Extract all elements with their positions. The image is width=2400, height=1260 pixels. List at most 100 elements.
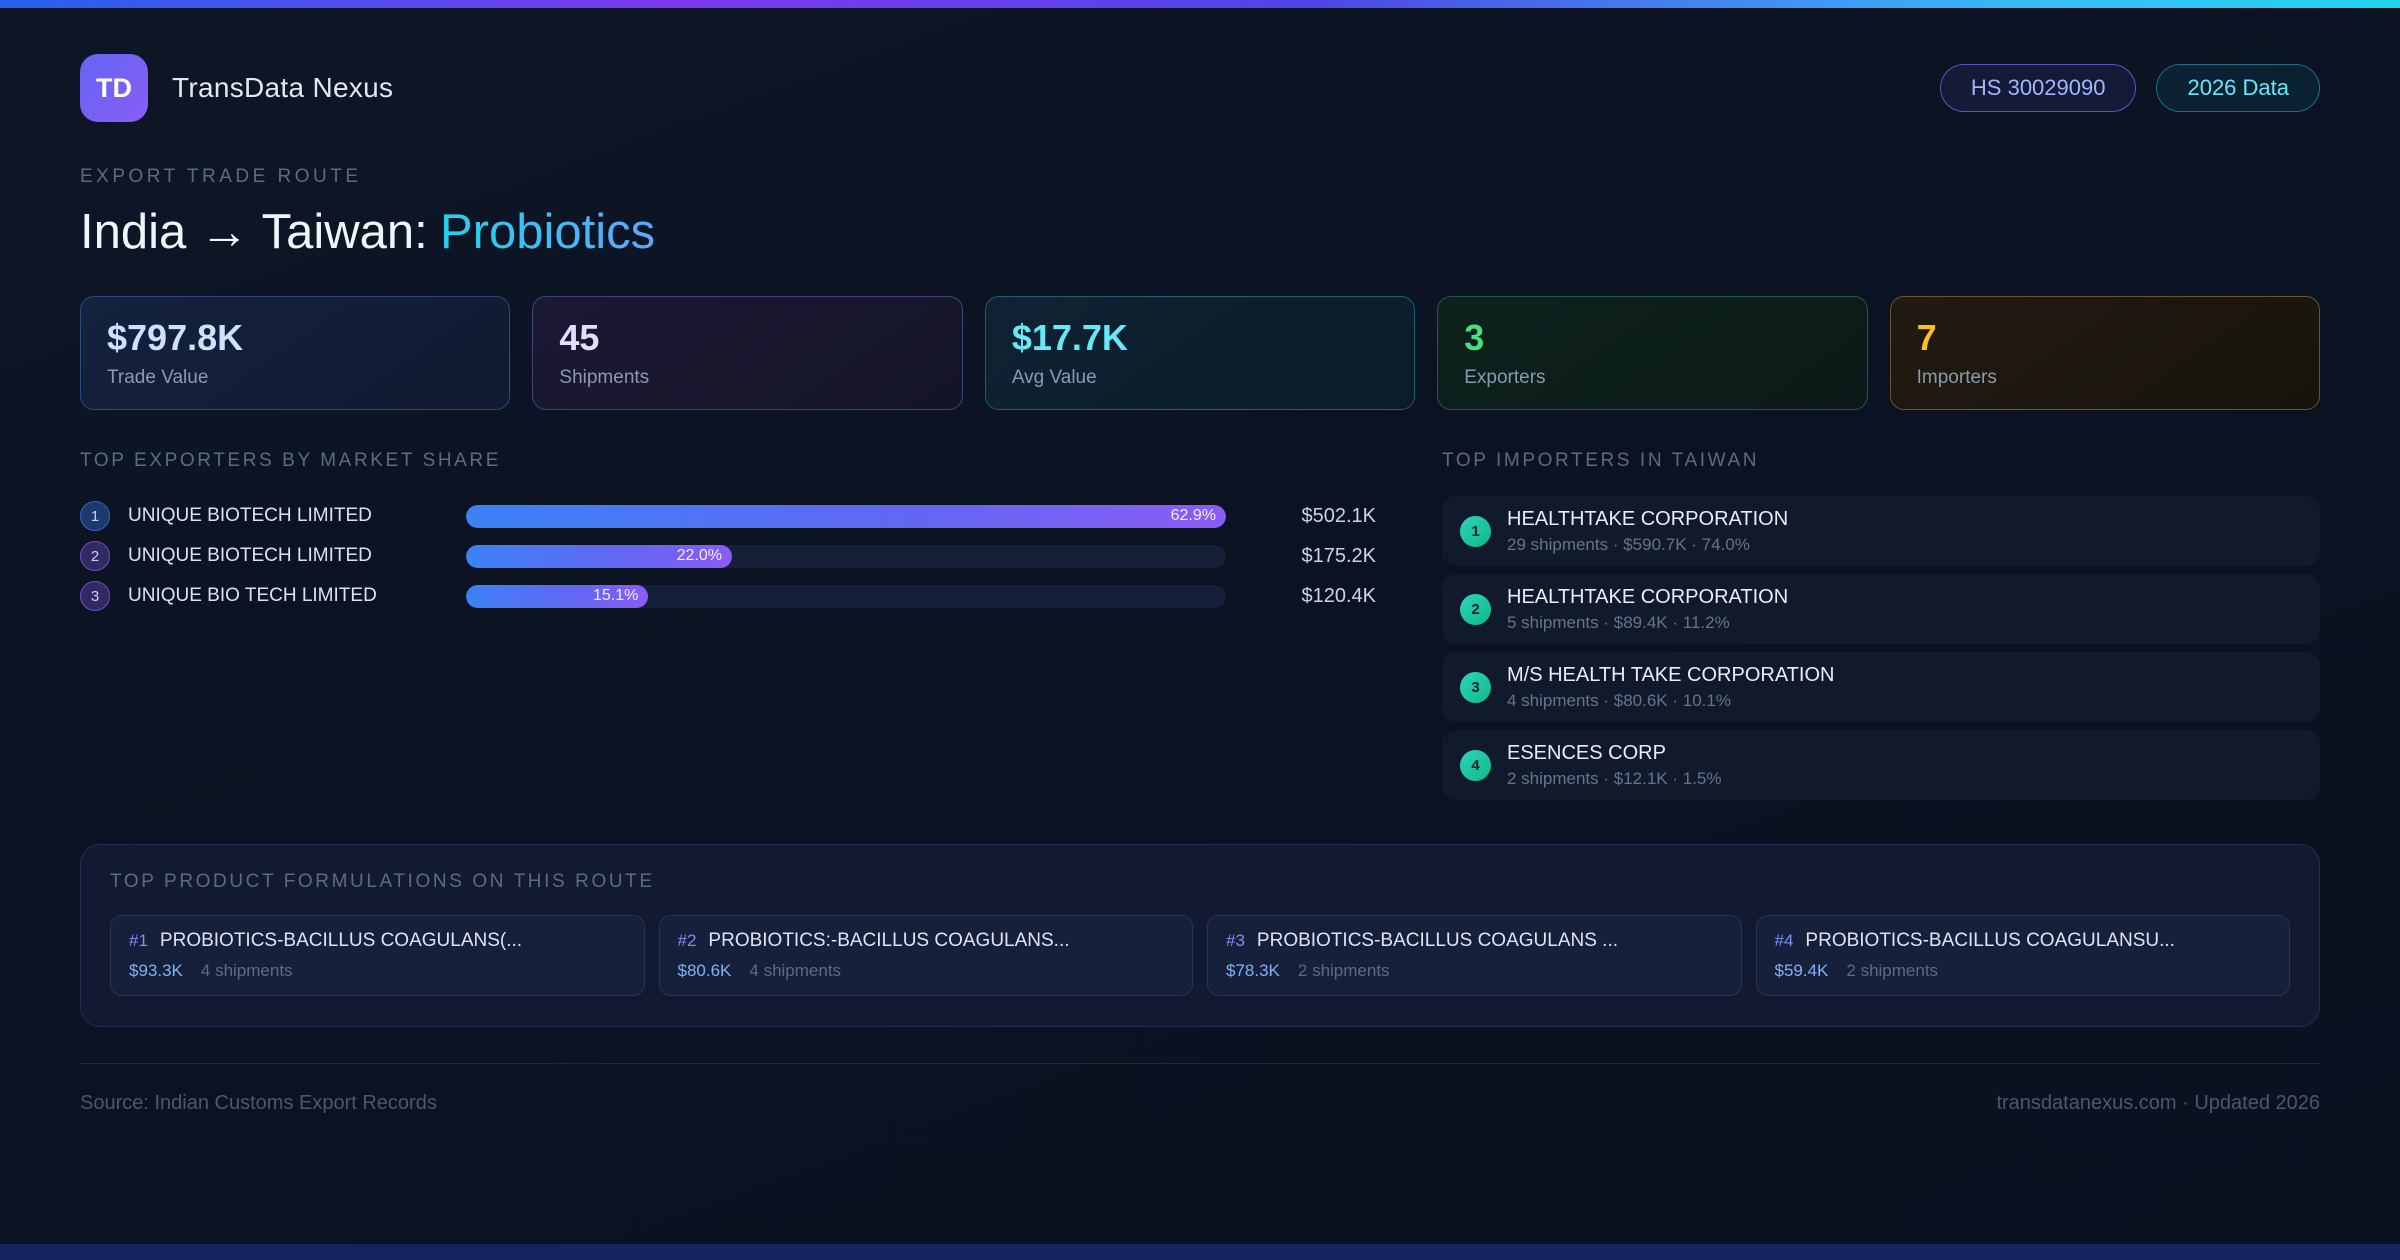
product-header: #3 PROBIOTICS-BACILLUS COAGULANS ... bbox=[1226, 930, 1723, 952]
importer-name: M/S HEALTH TAKE CORPORATION bbox=[1507, 663, 1835, 686]
product-name: PROBIOTICS:-BACILLUS COAGULANS... bbox=[708, 930, 1070, 951]
product-cards-row: #1 PROBIOTICS-BACILLUS COAGULANS(... $93… bbox=[110, 915, 2290, 996]
importer-meta: 5 shipments · $89.4K · 11.2% bbox=[1507, 612, 1730, 632]
importer-card[interactable]: 1 HEALTHTAKE CORPORATION 29 shipments · … bbox=[1442, 496, 2320, 566]
product-header: #1 PROBIOTICS-BACILLUS COAGULANS(... bbox=[129, 930, 626, 952]
app-name: TransData Nexus bbox=[172, 72, 394, 103]
hs-code-badge[interactable]: HS 30029090 bbox=[1939, 64, 2137, 112]
market-share-percent: 15.1% bbox=[593, 587, 639, 604]
product-stats: $93.3K 4 shipments bbox=[129, 961, 626, 981]
importer-card[interactable]: 3 M/S HEALTH TAKE CORPORATION 4 shipment… bbox=[1442, 652, 2320, 722]
importer-info: HEALTHTAKE CORPORATION 29 shipments · $5… bbox=[1507, 508, 1788, 555]
exporter-trade-value: $120.4K bbox=[1301, 584, 1376, 607]
product-stats: $59.4K 2 shipments bbox=[1775, 961, 2272, 981]
page-title: India → Taiwan: Probiotics bbox=[80, 204, 2320, 260]
importer-rank-badge: 1 bbox=[1460, 515, 1491, 547]
importer-rank-badge: 3 bbox=[1460, 671, 1491, 703]
product-card[interactable]: #4 PROBIOTICS-BACILLUS COAGULANSU... $59… bbox=[1755, 915, 2290, 996]
stat-label: Trade Value bbox=[107, 367, 209, 388]
top-accent-bar bbox=[0, 0, 2400, 8]
header: TD TransData Nexus HS 30029090 2026 Data bbox=[80, 54, 2320, 122]
product-shipments: 2 shipments bbox=[1846, 961, 1939, 980]
footer-source: Source: Indian Customs Export Records bbox=[80, 1092, 437, 1114]
stats-row: $797.8K Trade Value 45 Shipments $17.7K … bbox=[80, 296, 2321, 410]
exporter-name: UNIQUE BIOTECH LIMITED bbox=[128, 505, 372, 526]
market-share-bar-track: 62.9% bbox=[466, 504, 1226, 528]
market-share-bar: 62.9% bbox=[466, 504, 1226, 528]
product-value: $80.6K bbox=[677, 961, 732, 980]
data-year-badge[interactable]: 2026 Data bbox=[2156, 64, 2320, 112]
importers-section: TOP IMPORTERS IN TAIWAN 1 HEALTHTAKE COR… bbox=[1442, 450, 2320, 808]
importer-rank-badge: 2 bbox=[1460, 593, 1491, 625]
main-columns: TOP EXPORTERS BY MARKET SHARE 1 UNIQUE B… bbox=[80, 450, 2320, 808]
stat-value: $797.8K bbox=[107, 317, 244, 358]
market-share-percent: 22.0% bbox=[676, 547, 722, 564]
product-header: #4 PROBIOTICS-BACILLUS COAGULANSU... bbox=[1775, 930, 2272, 952]
header-badges: HS 30029090 2026 Data bbox=[1939, 64, 2320, 112]
exporter-row[interactable]: 3 UNIQUE BIO TECH LIMITED 15.1% $120.4K bbox=[80, 576, 1376, 616]
exporter-rank-badge: 2 bbox=[80, 541, 110, 571]
product-rank: #4 bbox=[1774, 931, 1794, 950]
stat-value: $17.7K bbox=[1011, 317, 1128, 358]
product-name: PROBIOTICS-BACILLUS COAGULANS ... bbox=[1256, 930, 1619, 951]
exporter-name: UNIQUE BIO TECH LIMITED bbox=[128, 585, 377, 606]
market-share-bar: 15.1% bbox=[466, 584, 649, 608]
stat-card-shipments: 45 Shipments bbox=[532, 296, 963, 410]
importer-name: ESENCES CORP bbox=[1507, 741, 1666, 764]
product-card[interactable]: #3 PROBIOTICS-BACILLUS COAGULANS ... $78… bbox=[1207, 915, 1742, 996]
page-title-accent: Probiotics bbox=[440, 205, 656, 259]
market-share-bar-track: 22.0% bbox=[466, 544, 1226, 568]
page-title-main: India → Taiwan: bbox=[80, 205, 428, 259]
product-stats: $78.3K 2 shipments bbox=[1226, 961, 1723, 981]
header-brand: TD TransData Nexus bbox=[80, 54, 393, 122]
importer-info: M/S HEALTH TAKE CORPORATION 4 shipments … bbox=[1507, 664, 1834, 711]
product-card[interactable]: #2 PROBIOTICS:-BACILLUS COAGULANS... $80… bbox=[658, 915, 1193, 996]
market-share-percent: 62.9% bbox=[1170, 507, 1216, 524]
exporter-trade-value: $502.1K bbox=[1301, 504, 1376, 527]
footer-site: transdatanexus.com · Updated 2026 bbox=[1996, 1092, 2320, 1114]
product-rank: #1 bbox=[129, 931, 148, 950]
product-shipments: 2 shipments bbox=[1297, 961, 1390, 980]
exporters-section: TOP EXPORTERS BY MARKET SHARE 1 UNIQUE B… bbox=[80, 450, 1376, 616]
eyebrow-label: EXPORT TRADE ROUTE bbox=[80, 166, 362, 187]
market-share-bar-track: 15.1% bbox=[466, 584, 1226, 608]
importers-title: TOP IMPORTERS IN TAIWAN bbox=[1442, 450, 1760, 471]
product-value: $59.4K bbox=[1774, 961, 1829, 980]
importer-name: HEALTHTAKE CORPORATION bbox=[1507, 507, 1789, 530]
stat-card-avg-value: $17.7K Avg Value bbox=[984, 296, 1416, 410]
stat-value: 7 bbox=[1916, 317, 1937, 358]
products-title: TOP PRODUCT FORMULATIONS ON THIS ROUTE bbox=[110, 871, 655, 892]
exporter-trade-value: $175.2K bbox=[1301, 544, 1376, 567]
page-container: TD TransData Nexus HS 30029090 2026 Data… bbox=[0, 54, 2400, 1115]
importer-meta: 29 shipments · $590.7K · 74.0% bbox=[1507, 534, 1750, 554]
product-value: $78.3K bbox=[1226, 961, 1280, 980]
exporter-rank-badge: 3 bbox=[80, 581, 110, 611]
importer-info: ESENCES CORP 2 shipments · $12.1K · 1.5% bbox=[1507, 742, 1722, 789]
exporter-rank-badge: 1 bbox=[80, 501, 110, 531]
exporters-title: TOP EXPORTERS BY MARKET SHARE bbox=[80, 450, 502, 471]
stat-label: Exporters bbox=[1464, 367, 1546, 388]
product-shipments: 4 shipments bbox=[200, 961, 293, 980]
product-rank: #3 bbox=[1226, 931, 1245, 950]
importer-card[interactable]: 2 HEALTHTAKE CORPORATION 5 shipments · $… bbox=[1442, 574, 2320, 644]
stat-card-trade-value: $797.8K Trade Value bbox=[80, 296, 511, 410]
product-header: #2 PROBIOTICS:-BACILLUS COAGULANS... bbox=[678, 930, 1175, 952]
product-stats: $80.6K 4 shipments bbox=[678, 961, 1175, 981]
product-card[interactable]: #1 PROBIOTICS-BACILLUS COAGULANS(... $93… bbox=[110, 915, 645, 996]
stat-label: Importers bbox=[1916, 367, 1997, 388]
importer-info: HEALTHTAKE CORPORATION 5 shipments · $89… bbox=[1507, 586, 1788, 633]
product-name: PROBIOTICS-BACILLUS COAGULANSU... bbox=[1805, 930, 2175, 951]
stat-label: Avg Value bbox=[1011, 367, 1097, 388]
footer: Source: Indian Customs Export Records tr… bbox=[80, 1063, 2320, 1115]
exporter-row[interactable]: 2 UNIQUE BIOTECH LIMITED 22.0% $175.2K bbox=[80, 536, 1376, 576]
product-name: PROBIOTICS-BACILLUS COAGULANS(... bbox=[159, 930, 523, 951]
product-value: $93.3K bbox=[129, 961, 183, 980]
product-rank: #2 bbox=[677, 931, 697, 950]
importer-rank-badge: 4 bbox=[1460, 749, 1491, 781]
market-share-bar: 22.0% bbox=[466, 544, 732, 568]
importer-card[interactable]: 4 ESENCES CORP 2 shipments · $12.1K · 1.… bbox=[1442, 730, 2320, 800]
exporter-name: UNIQUE BIOTECH LIMITED bbox=[128, 545, 372, 566]
exporter-row[interactable]: 1 UNIQUE BIOTECH LIMITED 62.9% $502.1K bbox=[80, 496, 1376, 536]
stat-value: 45 bbox=[559, 317, 600, 358]
stat-label: Shipments bbox=[559, 367, 650, 388]
